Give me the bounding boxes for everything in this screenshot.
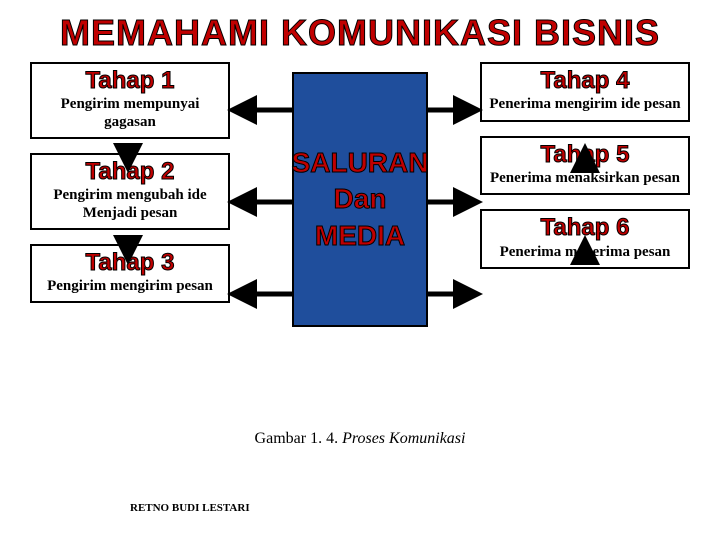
stage-6-label: Tahap 6 [488, 215, 682, 241]
caption-title: Proses Komunikasi [342, 430, 465, 447]
mid-line-3: MEDIA [315, 218, 405, 254]
caption-prefix: Gambar 1. 4. [255, 430, 343, 447]
mid-line-2: Dan [334, 181, 387, 217]
stage-3-desc: Pengirim mengirim pesan [38, 278, 222, 295]
right-column: Tahap 4 Penerima mengirim ide pesan Taha… [480, 62, 690, 283]
stage-4-desc: Penerima mengirim ide pesan [488, 96, 682, 113]
stage-box-6: Tahap 6 Penerima menerima pesan [480, 209, 690, 269]
stage-6-desc: Penerima menerima pesan [488, 244, 682, 261]
stage-box-3: Tahap 3 Pengirim mengirim pesan [30, 244, 230, 304]
stage-5-label: Tahap 5 [488, 142, 682, 168]
left-column: Tahap 1 Pengirim mempunyai gagasan Tahap… [30, 62, 230, 317]
diagram-area: Tahap 1 Pengirim mempunyai gagasan Tahap… [0, 62, 720, 402]
stage-2-label: Tahap 2 [38, 159, 222, 185]
stage-box-2: Tahap 2 Pengirim mengubah ide Menjadi pe… [30, 153, 230, 230]
figure-caption: Gambar 1. 4. Proses Komunikasi [0, 430, 720, 448]
stage-box-1: Tahap 1 Pengirim mempunyai gagasan [30, 62, 230, 139]
stage-1-desc: Pengirim mempunyai gagasan [38, 96, 222, 131]
stage-4-label: Tahap 4 [488, 68, 682, 94]
stage-box-4: Tahap 4 Penerima mengirim ide pesan [480, 62, 690, 122]
stage-3-label: Tahap 3 [38, 250, 222, 276]
stage-2-desc: Pengirim mengubah ide Menjadi pesan [38, 187, 222, 222]
stage-1-label: Tahap 1 [38, 68, 222, 94]
mid-line-1: SALURAN [292, 145, 429, 181]
channel-media-box: SALURAN Dan MEDIA [292, 72, 428, 327]
middle-column: SALURAN Dan MEDIA [292, 72, 428, 327]
stage-5-desc: Penerima menaksirkan pesan [488, 170, 682, 187]
page-title: MEMAHAMI KOMUNIKASI BISNIS [0, 0, 720, 54]
stage-box-5: Tahap 5 Penerima menaksirkan pesan [480, 136, 690, 196]
footer-author: RETNO BUDI LESTARI [130, 502, 250, 514]
